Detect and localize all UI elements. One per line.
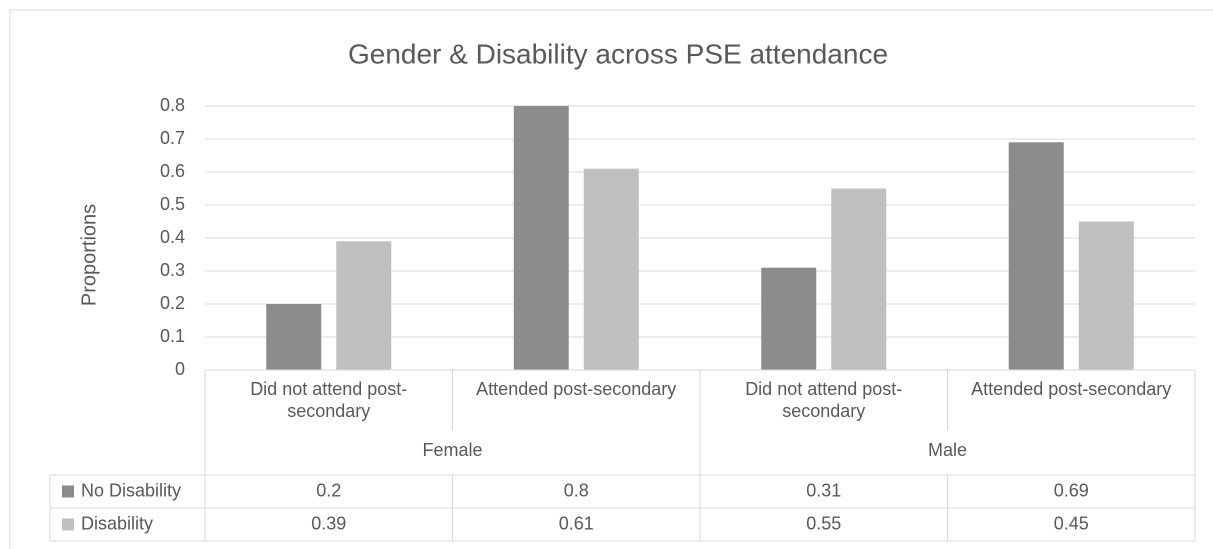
group-label: Male — [928, 440, 967, 460]
y-tick-label: 0.4 — [160, 227, 185, 247]
table-value: 0.69 — [1054, 480, 1089, 500]
bar — [513, 106, 569, 370]
table-value: 0.31 — [806, 480, 841, 500]
table-value: 0.61 — [559, 513, 594, 533]
y-tick-label: 0.2 — [160, 293, 185, 313]
table-value: 0.8 — [564, 480, 589, 500]
x-tick-label: Did not attend post-secondary — [250, 379, 408, 421]
y-tick-label: 0.1 — [160, 326, 185, 346]
legend-swatch — [62, 485, 74, 498]
bar — [266, 304, 322, 370]
y-tick-label: 0.5 — [160, 194, 185, 214]
group-label: Female — [422, 440, 482, 460]
bar — [1078, 221, 1134, 370]
x-tick-label: Attended post-secondary — [476, 379, 677, 399]
y-tick-label: 0.6 — [160, 161, 185, 181]
legend-label: Disability — [81, 513, 153, 533]
table-value: 0.55 — [806, 513, 841, 533]
legend-label: No Disability — [81, 480, 181, 500]
x-tick-label: Attended post-secondary — [971, 379, 1172, 399]
bar — [336, 241, 392, 370]
bar — [761, 267, 817, 370]
y-tick-label: 0.8 — [160, 95, 185, 115]
y-tick-label: 0.3 — [160, 260, 185, 280]
bar — [831, 188, 887, 370]
y-tick-label: 0.7 — [160, 128, 185, 148]
bar — [583, 168, 639, 370]
chart-title: Gender & Disability across PSE attendanc… — [348, 38, 888, 69]
table-value: 0.45 — [1054, 513, 1089, 533]
y-tick-label: 0 — [175, 359, 185, 379]
x-tick-label: Did not attend post-secondary — [745, 379, 903, 421]
y-axis-label: Proportions — [78, 204, 100, 306]
table-value: 0.2 — [316, 480, 341, 500]
bar — [1008, 142, 1064, 370]
legend-swatch — [62, 518, 74, 531]
table-value: 0.39 — [311, 513, 346, 533]
